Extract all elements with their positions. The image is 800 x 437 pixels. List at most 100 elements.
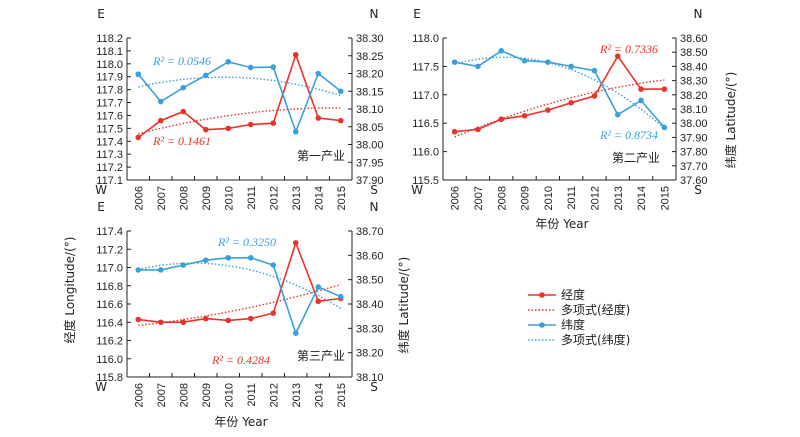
legend-swatch-marker <box>539 292 545 298</box>
right-tick-label: 38.60 <box>356 250 384 262</box>
x-tick-label: 2009 <box>520 186 532 210</box>
right-axis-top-label: N <box>370 200 379 214</box>
chart-panel-1: 117.1117.2117.3117.4117.5117.6117.7117.8… <box>95 7 383 210</box>
x-tick-label: 2007 <box>156 383 168 407</box>
x-tick-label: 2007 <box>156 186 168 210</box>
right-tick-label: 38.20 <box>356 348 384 360</box>
latitude-point <box>614 111 621 118</box>
x-tick-label: 2008 <box>178 383 190 407</box>
left-tick-label: 116.6 <box>96 299 123 311</box>
latitude-point <box>545 59 551 65</box>
latitude-point <box>451 59 458 65</box>
x-tick-label: 2008 <box>496 186 508 210</box>
chart-panel-3: 115.8 116.0 116.2 116.4 116.6 116.8 117.0 117.2… <box>95 200 383 407</box>
latitude-r2-label: R² = 0.0546 <box>152 54 211 68</box>
x-axis-title-panel2: 年份 Year <box>535 217 588 231</box>
x-axis-title-panel3: 年份 Year <box>214 415 267 429</box>
longitude-point <box>315 115 322 121</box>
left-tick-label: 117.2 <box>96 244 123 256</box>
left-tick-label: 116.0 <box>412 147 439 159</box>
x-tick-label: 2015 <box>336 186 348 210</box>
right-axis-bottom-label: S <box>370 183 378 197</box>
right-tick-label: 38.60 <box>680 33 708 45</box>
x-tick-label: 2011 <box>246 186 258 210</box>
longitude-point <box>292 51 299 58</box>
longitude-point <box>225 317 232 324</box>
left-tick-label: 117.8 <box>96 85 123 97</box>
left-tick-label: 117.0 <box>96 263 123 275</box>
left-axis-top-label: E <box>97 200 105 214</box>
legend-label: 纬度 <box>561 317 585 332</box>
legend-label: 经度 <box>561 287 585 302</box>
left-tick-label: 117.3 <box>96 149 123 161</box>
latitude-point <box>202 72 209 79</box>
x-tick-label: 2006 <box>133 186 145 210</box>
left-tick-label: 116.2 <box>96 336 123 348</box>
x-tick-label: 2006 <box>450 186 462 210</box>
x-tick-label: 2015 <box>659 186 671 210</box>
longitude-point <box>225 125 232 132</box>
left-tick-label: 118.0 <box>96 59 123 71</box>
x-tick-label: 2009 <box>201 186 213 210</box>
x-tick-label: 2014 <box>313 186 325 210</box>
latitude-point <box>568 63 574 70</box>
latitude-trendline <box>138 76 341 97</box>
left-tick-label: 117.2 <box>96 162 123 174</box>
right-tick-label: 38.20 <box>356 69 384 81</box>
latitude-point <box>638 97 644 104</box>
latitude-r2-label: R² = 0.3250 <box>217 235 276 249</box>
latitude-point <box>521 57 528 64</box>
right-tick-label: 38.30 <box>680 76 708 88</box>
longitude-point <box>315 298 322 305</box>
x-tick-label: 2008 <box>178 186 190 210</box>
panel-title: 第二产业 <box>612 151 660 165</box>
longitude-point <box>202 126 209 133</box>
longitude-point <box>521 113 528 119</box>
right-tick-label: 38.00 <box>680 118 708 130</box>
x-tick-label: 2013 <box>291 383 303 407</box>
latitude-point <box>337 293 344 300</box>
right-axis-top-label: N <box>370 7 379 21</box>
x-tick-label: 2012 <box>268 186 280 210</box>
x-tick-label: 2013 <box>613 186 625 210</box>
left-tick-label: 116.5 <box>412 118 439 130</box>
longitude-trendline <box>454 79 665 138</box>
longitude-point <box>337 117 344 124</box>
right-tick-label: 38.10 <box>356 104 384 116</box>
longitude-point <box>661 86 668 92</box>
right-tick-label: 38.20 <box>680 90 708 102</box>
legend-item: 经度 <box>528 287 585 302</box>
left-tick-label: 117.5 <box>412 61 439 73</box>
legend-item: 纬度 <box>528 317 585 332</box>
left-axis-bottom-label: W <box>95 380 107 394</box>
left-tick-label: 117.9 <box>96 72 123 84</box>
longitude-point <box>157 117 164 124</box>
panel-title: 第一产业 <box>297 149 345 163</box>
latitude-point <box>180 262 187 268</box>
latitude-series-line <box>138 256 342 336</box>
longitude-point <box>638 86 644 92</box>
latitude-point <box>247 254 254 261</box>
longitude-r2-label: R² = 0.7336 <box>599 42 658 56</box>
latitude-series-line <box>137 60 342 135</box>
x-tick-label: 2010 <box>223 383 235 407</box>
left-tick-label: 115.5 <box>412 175 439 187</box>
latitude-point <box>247 64 254 71</box>
longitude-point <box>475 126 481 133</box>
left-axis-top-label: E <box>97 7 105 21</box>
legend-item: 多项式(纬度) <box>528 332 630 347</box>
latitude-point <box>498 47 505 54</box>
latitude-r2-label: R² = 0.8734 <box>599 128 658 142</box>
longitude-point <box>247 315 254 322</box>
chart-panel-2: 115.5 116.0 116.5 117.0 117.5 118.0 37.60 37.70… <box>411 7 707 210</box>
left-tick-label: 115.8 <box>96 372 123 384</box>
latitude-trendline <box>138 262 342 309</box>
left-axis-bottom-label: W <box>95 183 107 197</box>
right-tick-label: 38.30 <box>356 323 384 335</box>
right-tick-label: 38.70 <box>356 226 384 238</box>
x-tick-label: 2007 <box>473 186 485 210</box>
right-tick-label: 38.15 <box>356 86 384 98</box>
longitude-series-line <box>137 52 341 139</box>
longitude-point <box>568 99 574 106</box>
